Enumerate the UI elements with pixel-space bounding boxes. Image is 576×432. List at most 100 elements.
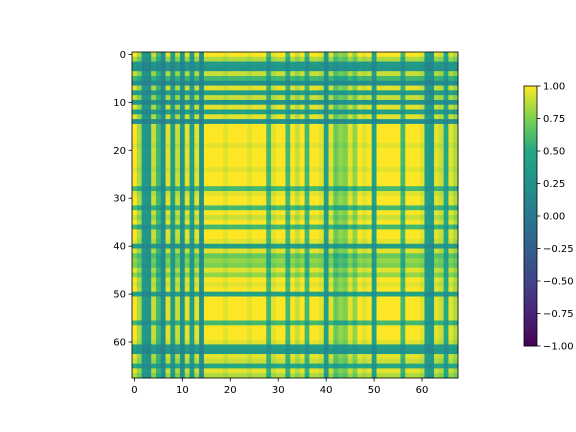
- heatmap-cell: [381, 56, 387, 62]
- heatmap-cell: [395, 119, 401, 125]
- heatmap-cell: [184, 296, 190, 302]
- heatmap-cell: [453, 224, 459, 230]
- heatmap-cell: [242, 85, 248, 91]
- heatmap-cell: [347, 181, 353, 187]
- heatmap-cell: [347, 176, 353, 182]
- heatmap-cell: [179, 258, 186, 264]
- heatmap-cell: [132, 147, 138, 154]
- heatmap-cell: [333, 358, 339, 364]
- heatmap-cell: [381, 152, 387, 158]
- heatmap-cell: [443, 205, 449, 211]
- heatmap-cell: [141, 66, 147, 72]
- heatmap-cell: [247, 267, 253, 273]
- heatmap-cell: [151, 219, 157, 225]
- heatmap-cell: [333, 253, 339, 259]
- heatmap-cell: [261, 301, 267, 307]
- heatmap-cell: [189, 176, 195, 182]
- heatmap-cell: [251, 95, 257, 101]
- heatmap-cell: [179, 162, 186, 168]
- heatmap-cell: [242, 109, 248, 115]
- heatmap-cell: [295, 147, 301, 154]
- heatmap-cell: [410, 349, 416, 355]
- heatmap-cell: [386, 258, 392, 264]
- heatmap-cell: [194, 243, 200, 249]
- heatmap-cell: [400, 152, 406, 158]
- heatmap-cell: [390, 66, 397, 72]
- heatmap-cell: [386, 80, 392, 86]
- heatmap-cell: [251, 234, 257, 240]
- heatmap-cell: [256, 373, 262, 379]
- heatmap-cell: [290, 354, 296, 360]
- heatmap-cell: [275, 248, 281, 254]
- heatmap-cell: [357, 373, 363, 379]
- heatmap-cell: [299, 119, 305, 125]
- heatmap-cell: [309, 368, 315, 374]
- colorbar-tick-label: 0.25: [543, 179, 565, 190]
- colorbar-segment: [524, 295, 537, 298]
- heatmap-cell: [323, 205, 329, 211]
- heatmap-cell: [151, 123, 157, 130]
- heatmap-cell: [223, 301, 229, 307]
- heatmap-cell: [261, 243, 267, 249]
- heatmap-cell: [299, 133, 305, 139]
- heatmap-cell: [223, 272, 229, 278]
- heatmap-cell: [352, 354, 358, 360]
- heatmap-cell: [299, 95, 305, 101]
- heatmap-cell: [328, 334, 334, 340]
- heatmap-cell: [400, 128, 406, 134]
- heatmap-cell: [247, 104, 253, 110]
- heatmap-cell: [347, 219, 353, 225]
- heatmap-cell: [271, 128, 277, 134]
- heatmap-cell: [419, 234, 425, 240]
- heatmap-cell: [323, 171, 329, 177]
- heatmap-cell: [357, 176, 363, 182]
- heatmap-cell: [395, 224, 401, 230]
- heatmap-cell: [213, 286, 219, 293]
- heatmap-cell: [371, 219, 377, 225]
- heatmap-cell: [208, 344, 214, 350]
- heatmap-cell: [414, 339, 420, 345]
- heatmap-cell: [314, 143, 320, 149]
- heatmap-cell: [424, 176, 430, 182]
- heatmap-cell: [314, 90, 320, 96]
- heatmap-cell: [132, 272, 138, 278]
- heatmap-cell: [155, 104, 162, 110]
- heatmap-cell: [280, 238, 286, 245]
- heatmap-cell: [218, 234, 224, 240]
- heatmap-cell: [160, 143, 166, 149]
- heatmap-cell: [338, 128, 344, 134]
- heatmap-cell: [146, 119, 152, 125]
- heatmap-cell: [314, 310, 320, 317]
- heatmap-cell: [352, 262, 358, 269]
- heatmap-cell: [232, 85, 238, 91]
- heatmap-cell: [194, 262, 200, 269]
- heatmap-cell: [314, 114, 320, 120]
- heatmap-cell: [299, 373, 305, 379]
- heatmap-cell: [299, 56, 305, 62]
- heatmap-cell: [266, 56, 272, 62]
- heatmap-cell: [347, 272, 353, 278]
- heatmap-cell: [280, 363, 286, 369]
- heatmap-cell: [175, 373, 181, 379]
- heatmap-cell: [347, 224, 353, 230]
- heatmap-cell: [347, 243, 353, 249]
- heatmap-cell: [390, 330, 397, 336]
- heatmap-cell: [251, 267, 257, 273]
- colorbar-segment: [524, 339, 537, 343]
- heatmap-cell: [208, 306, 214, 312]
- heatmap-cell: [223, 167, 229, 173]
- heatmap-cell: [419, 224, 425, 230]
- heatmap-cell: [366, 147, 373, 154]
- heatmap-cell: [333, 243, 339, 249]
- heatmap-cell: [151, 262, 157, 269]
- heatmap-cell: [453, 291, 459, 297]
- heatmap-cell: [448, 368, 454, 374]
- heatmap-cell: [438, 234, 444, 240]
- heatmap-cell: [199, 176, 205, 182]
- heatmap-cell: [443, 248, 449, 254]
- heatmap-cell: [304, 234, 310, 240]
- heatmap-cell: [280, 176, 286, 182]
- heatmap-cell: [352, 205, 358, 211]
- heatmap-cell: [395, 195, 401, 201]
- heatmap-cell: [247, 238, 253, 245]
